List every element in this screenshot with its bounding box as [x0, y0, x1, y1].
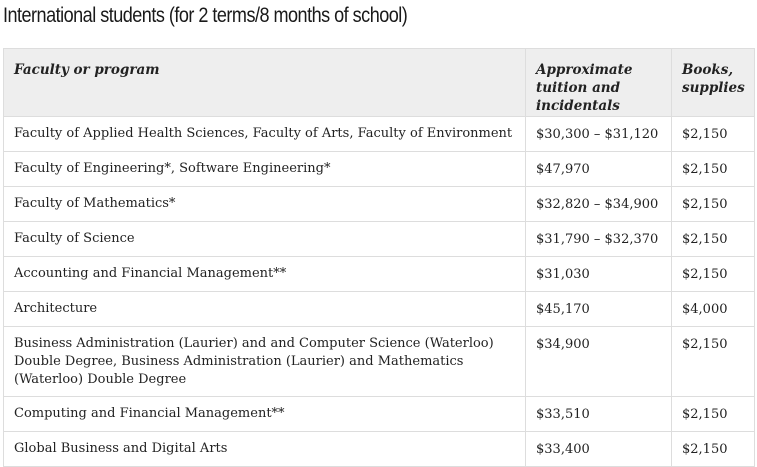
program-cell: Faculty of Engineering*, Software Engine…: [3, 151, 526, 187]
program-cell: Global Business and Digital Arts: [3, 431, 526, 467]
books-cell: $4,000: [671, 291, 755, 327]
tuition-cell: $31,030: [525, 256, 672, 292]
fees-table: Faculty or program Approximate tuition a…: [3, 48, 755, 467]
table-row: Faculty of Mathematics* $32,820 – $34,90…: [3, 186, 755, 222]
table-row: Accounting and Financial Management** $3…: [3, 256, 755, 292]
table-row: Computing and Financial Management** $33…: [3, 396, 755, 432]
books-cell: $2,150: [671, 431, 755, 467]
books-cell: $2,150: [671, 116, 755, 152]
table-header-row: Faculty or program Approximate tuition a…: [3, 48, 755, 117]
table-row: Faculty of Engineering*, Software Engine…: [3, 151, 755, 187]
tuition-cell: $45,170: [525, 291, 672, 327]
tuition-cell: $33,510: [525, 396, 672, 432]
books-cell: $2,150: [671, 326, 755, 397]
page-heading: International students (for 2 terms/8 mo…: [3, 4, 408, 27]
column-header-tuition: Approximate tuition and incidentals: [525, 48, 672, 117]
books-cell: $2,150: [671, 221, 755, 257]
books-cell: $2,150: [671, 186, 755, 222]
tuition-cell: $47,970: [525, 151, 672, 187]
column-header-books: Books, supplies: [671, 48, 755, 117]
program-cell: Architecture: [3, 291, 526, 327]
tuition-cell: $34,900: [525, 326, 672, 397]
table-row: Faculty of Applied Health Sciences, Facu…: [3, 116, 755, 152]
program-cell: Faculty of Applied Health Sciences, Facu…: [3, 116, 526, 152]
tuition-cell: $30,300 – $31,120: [525, 116, 672, 152]
table-row: Business Administration (Laurier) and an…: [3, 326, 755, 397]
table-row: Faculty of Science $31,790 – $32,370 $2,…: [3, 221, 755, 257]
table-row: Architecture $45,170 $4,000: [3, 291, 755, 327]
program-cell: Computing and Financial Management**: [3, 396, 526, 432]
books-cell: $2,150: [671, 396, 755, 432]
column-header-program: Faculty or program: [3, 48, 526, 117]
tuition-cell: $32,820 – $34,900: [525, 186, 672, 222]
program-cell: Business Administration (Laurier) and an…: [3, 326, 526, 397]
program-cell: Faculty of Science: [3, 221, 526, 257]
program-cell: Accounting and Financial Management**: [3, 256, 526, 292]
tuition-cell: $33,400: [525, 431, 672, 467]
books-cell: $2,150: [671, 256, 755, 292]
books-cell: $2,150: [671, 151, 755, 187]
table-row: Global Business and Digital Arts $33,400…: [3, 431, 755, 467]
tuition-cell: $31,790 – $32,370: [525, 221, 672, 257]
program-cell: Faculty of Mathematics*: [3, 186, 526, 222]
